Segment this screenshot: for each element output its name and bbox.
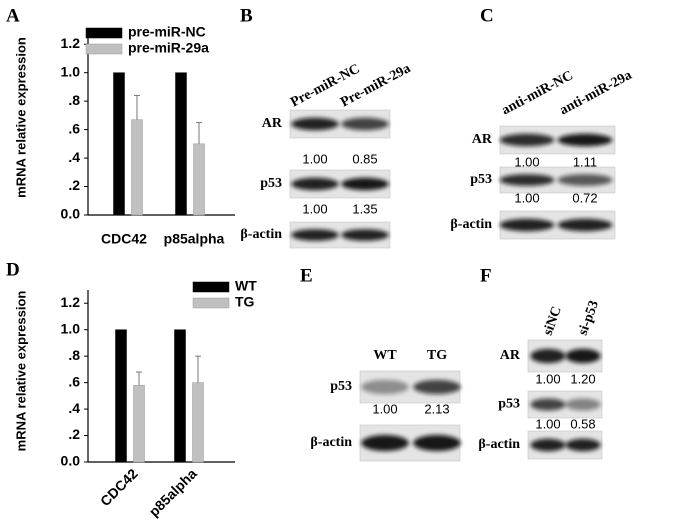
bar <box>133 385 145 463</box>
y-tick-label: .2 <box>68 426 80 442</box>
blot-band <box>341 229 389 241</box>
legend-swatch <box>192 281 230 293</box>
y-tick-label: 0.0 <box>61 453 81 469</box>
quant-value: 1.00 <box>302 151 327 166</box>
row-label: p53 <box>260 176 282 191</box>
y-tick-label: 1.2 <box>61 35 81 51</box>
quant-value: 1.35 <box>352 201 377 216</box>
legend-label: pre-miR-29a <box>128 40 209 56</box>
legend-swatch <box>192 297 230 309</box>
blot-band <box>361 435 409 451</box>
y-tick-label: .2 <box>68 177 80 193</box>
quant-value: 1.00 <box>302 201 327 216</box>
blot-band <box>341 177 389 191</box>
quant-value: 1.00 <box>514 154 539 169</box>
bar <box>193 143 205 216</box>
y-axis-label: mRNA relative expression <box>13 37 28 198</box>
error-bar <box>134 94 140 120</box>
bar <box>131 119 143 216</box>
blot-band <box>413 379 461 395</box>
quant-value: 0.58 <box>570 416 595 431</box>
panel-letter: F <box>480 265 492 286</box>
y-tick-label: 1.0 <box>61 320 81 336</box>
quant-value: 1.00 <box>372 401 397 416</box>
row-label: β-actin <box>478 437 520 452</box>
row-label: p53 <box>470 172 492 187</box>
blot-band <box>565 438 601 452</box>
lane-label: siNC <box>541 305 565 338</box>
legend-label: WT <box>235 278 257 294</box>
blot-band <box>530 348 566 364</box>
blot-band <box>557 218 613 232</box>
error-bar <box>196 122 202 144</box>
blot-band <box>557 133 613 147</box>
quant-value: 1.11 <box>573 154 597 169</box>
lane-label: si-p53 <box>576 299 602 338</box>
row-label: β-actin <box>450 217 492 232</box>
bar <box>175 72 187 216</box>
blot-band <box>291 229 339 241</box>
quant-value: 2.13 <box>424 401 449 416</box>
quant-value: 1.00 <box>535 371 560 386</box>
blot-band <box>291 177 339 191</box>
x-tick-label: CDC42 <box>97 465 141 509</box>
y-tick-label: 1.0 <box>61 63 81 79</box>
y-tick-label: .8 <box>68 92 80 108</box>
blot-band <box>530 438 566 452</box>
x-tick-label: CDC42 <box>101 231 147 247</box>
panel-letter: B <box>240 5 253 26</box>
y-tick-label: .4 <box>68 149 80 165</box>
blot-band <box>291 117 339 131</box>
y-tick-label: .6 <box>68 373 80 389</box>
quant-value: 1.20 <box>570 371 595 386</box>
bar <box>174 329 186 463</box>
y-tick-label: .6 <box>68 120 80 136</box>
blot-band <box>557 174 613 186</box>
panel-letter: D <box>6 259 20 280</box>
row-label: AR <box>472 132 493 147</box>
y-tick-label: .4 <box>68 400 80 416</box>
quant-value: 0.85 <box>352 151 377 166</box>
legend-label: TG <box>235 294 255 310</box>
error-bar <box>195 355 201 383</box>
bar <box>113 72 125 216</box>
y-tick-label: 1.2 <box>61 294 81 310</box>
x-tick-label: p85alpha <box>146 465 200 519</box>
y-tick-label: 0.0 <box>61 206 81 222</box>
row-label: β-actin <box>310 435 352 450</box>
row-label: p53 <box>330 379 352 394</box>
row-label: β-actin <box>240 227 282 242</box>
row-label: AR <box>500 348 521 363</box>
row-label: p53 <box>498 397 520 412</box>
blot-band <box>499 174 555 186</box>
panel-letter: A <box>6 5 20 26</box>
legend-label: pre-miR-NC <box>128 24 206 40</box>
lane-label: TG <box>427 348 447 363</box>
blot-band <box>499 133 555 147</box>
legend-swatch <box>85 43 123 55</box>
panel-letter: E <box>300 265 313 286</box>
blot-band <box>413 435 461 451</box>
blot-band <box>341 117 389 131</box>
legend-swatch <box>85 27 123 39</box>
bar <box>115 329 127 463</box>
panel-letter: C <box>480 5 494 26</box>
quant-value: 1.00 <box>514 190 539 205</box>
y-axis-label: mRNA relative expression <box>13 291 28 452</box>
row-label: AR <box>262 116 283 131</box>
blot-band <box>565 348 601 364</box>
blot-band <box>499 218 555 232</box>
y-tick-label: .8 <box>68 347 80 363</box>
quant-value: 1.00 <box>535 416 560 431</box>
quant-value: 0.72 <box>572 190 597 205</box>
blot-band <box>565 398 601 411</box>
blot-band <box>361 379 409 395</box>
blot-band <box>530 398 566 411</box>
error-bar <box>136 371 142 386</box>
lane-label: WT <box>373 348 397 363</box>
x-tick-label: p85alpha <box>164 231 225 247</box>
bar <box>192 382 204 463</box>
